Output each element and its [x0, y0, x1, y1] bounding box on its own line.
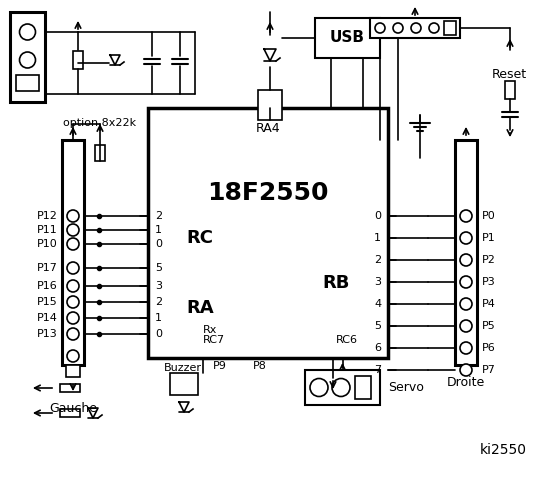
Text: Droite: Droite: [447, 376, 485, 389]
Text: Rx: Rx: [203, 325, 217, 335]
Bar: [10, 12, 45, 102]
Circle shape: [67, 224, 79, 236]
Text: RA4: RA4: [255, 121, 280, 134]
Circle shape: [67, 280, 79, 292]
Text: Gauche: Gauche: [49, 401, 97, 415]
Circle shape: [375, 23, 385, 33]
Text: P9: P9: [213, 361, 227, 371]
Circle shape: [460, 254, 472, 266]
Text: 1: 1: [374, 233, 381, 243]
Circle shape: [19, 52, 35, 68]
Text: 0: 0: [374, 211, 381, 221]
Text: 3: 3: [155, 281, 162, 291]
Bar: [66, 365, 80, 377]
Circle shape: [310, 379, 328, 396]
Text: RC6: RC6: [336, 335, 358, 345]
Circle shape: [460, 342, 472, 354]
Text: Reset: Reset: [492, 69, 527, 82]
Bar: [170, 373, 198, 395]
Text: P17: P17: [37, 263, 58, 273]
Bar: [148, 108, 388, 358]
Text: P5: P5: [482, 321, 495, 331]
Circle shape: [19, 24, 35, 40]
Bar: [95, 145, 105, 161]
Bar: [73, 51, 83, 69]
Bar: [60, 384, 80, 392]
Text: 6: 6: [374, 343, 381, 353]
Text: 5: 5: [155, 263, 162, 273]
Text: 1: 1: [155, 225, 162, 235]
Circle shape: [460, 298, 472, 310]
Circle shape: [67, 238, 79, 250]
Text: 1: 1: [155, 313, 162, 323]
Text: P3: P3: [482, 277, 495, 287]
Text: RA: RA: [186, 299, 213, 317]
Circle shape: [67, 350, 79, 362]
Circle shape: [67, 210, 79, 222]
Text: P7: P7: [482, 365, 496, 375]
Text: 0: 0: [155, 239, 162, 249]
Text: P14: P14: [37, 313, 58, 323]
Text: RC7: RC7: [203, 335, 225, 345]
Bar: [455, 140, 477, 365]
Bar: [16, 75, 39, 91]
Text: 4: 4: [374, 299, 381, 309]
Circle shape: [67, 312, 79, 324]
Text: 7: 7: [374, 365, 381, 375]
Text: 2: 2: [155, 297, 162, 307]
Text: P2: P2: [482, 255, 496, 265]
Text: P15: P15: [37, 297, 58, 307]
Circle shape: [460, 364, 472, 376]
Circle shape: [67, 328, 79, 340]
Text: USB: USB: [330, 31, 365, 46]
Circle shape: [460, 210, 472, 222]
Bar: [505, 81, 515, 99]
Text: 5: 5: [374, 321, 381, 331]
Circle shape: [460, 320, 472, 332]
Bar: [305, 370, 380, 405]
Text: option 8x22k: option 8x22k: [64, 118, 137, 128]
Bar: [355, 376, 371, 399]
Text: RC: RC: [186, 229, 213, 247]
Bar: [60, 409, 80, 417]
Circle shape: [332, 379, 350, 396]
Bar: [444, 21, 456, 35]
Circle shape: [429, 23, 439, 33]
Circle shape: [460, 232, 472, 244]
Text: 18F2550: 18F2550: [207, 181, 328, 205]
Text: P6: P6: [482, 343, 495, 353]
Text: P11: P11: [37, 225, 58, 235]
Bar: [370, 18, 460, 38]
Text: P13: P13: [37, 329, 58, 339]
Text: P1: P1: [482, 233, 495, 243]
Text: Buzzer: Buzzer: [164, 363, 202, 373]
Bar: [258, 90, 282, 120]
Text: P12: P12: [37, 211, 58, 221]
Text: 2: 2: [374, 255, 381, 265]
Text: P8: P8: [253, 361, 267, 371]
Circle shape: [67, 262, 79, 274]
Circle shape: [411, 23, 421, 33]
Text: ki2550: ki2550: [480, 443, 527, 457]
Text: Servo: Servo: [388, 381, 424, 394]
Circle shape: [460, 276, 472, 288]
Circle shape: [67, 296, 79, 308]
Text: 3: 3: [374, 277, 381, 287]
Text: P0: P0: [482, 211, 495, 221]
Text: 2: 2: [155, 211, 162, 221]
Text: P16: P16: [37, 281, 58, 291]
Circle shape: [393, 23, 403, 33]
Bar: [315, 18, 380, 58]
Text: P4: P4: [482, 299, 496, 309]
Text: P10: P10: [37, 239, 58, 249]
Text: RB: RB: [322, 274, 350, 292]
Bar: [62, 140, 84, 365]
Text: 0: 0: [155, 329, 162, 339]
